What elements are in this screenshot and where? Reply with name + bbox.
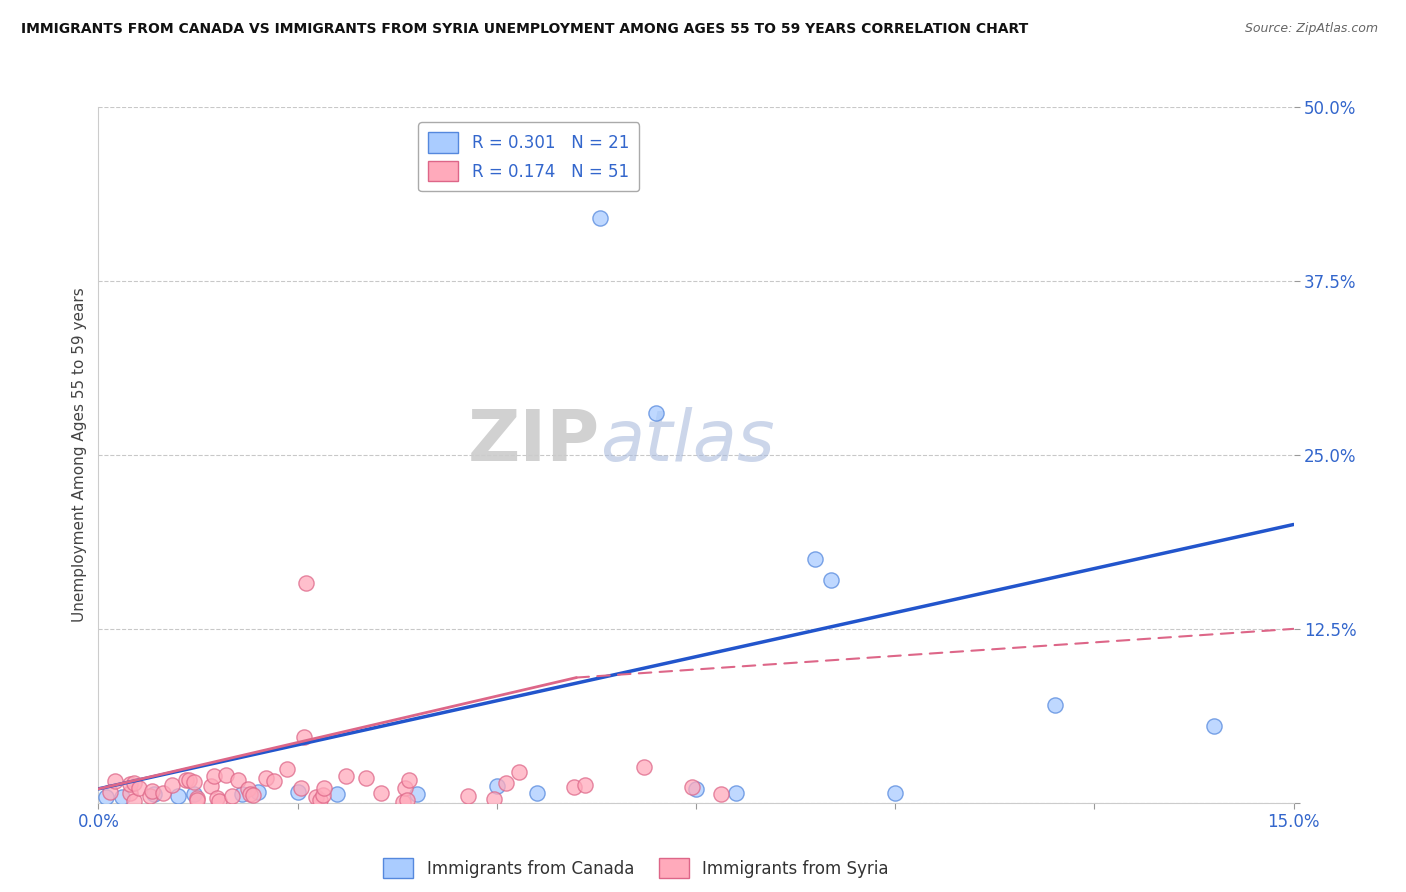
Point: [370, 786, 392, 800]
Point: [215, 768, 238, 782]
Point: [179, 772, 201, 787]
Point: [111, 790, 134, 805]
Text: Source: ZipAtlas.com: Source: ZipAtlas.com: [1244, 22, 1378, 36]
Point: [263, 773, 285, 788]
Point: [398, 773, 420, 788]
Point: [326, 788, 349, 802]
Point: [246, 785, 269, 799]
Point: [564, 780, 586, 794]
Point: [231, 788, 253, 802]
Point: [457, 789, 479, 803]
Point: [174, 773, 197, 788]
Legend: Immigrants from Canada, Immigrants from Syria: Immigrants from Canada, Immigrants from …: [377, 851, 896, 885]
Point: [200, 779, 222, 793]
Point: [287, 785, 309, 799]
Point: [1043, 698, 1066, 713]
Point: [186, 791, 208, 805]
Point: [104, 773, 127, 788]
Y-axis label: Unemployment Among Ages 55 to 59 years: Unemployment Among Ages 55 to 59 years: [72, 287, 87, 623]
Point: [122, 775, 145, 789]
Point: [122, 794, 145, 808]
Point: [276, 762, 298, 776]
Point: [574, 779, 596, 793]
Point: [118, 786, 141, 800]
Point: [98, 785, 121, 799]
Point: [128, 780, 150, 795]
Point: [183, 775, 205, 789]
Point: [633, 760, 655, 774]
Point: [167, 789, 190, 803]
Point: [395, 793, 418, 807]
Point: [186, 793, 208, 807]
Point: [242, 789, 264, 803]
Point: [335, 769, 357, 783]
Point: [294, 576, 316, 591]
Point: [312, 788, 335, 802]
Point: [354, 771, 377, 785]
Point: [392, 795, 415, 809]
Point: [724, 786, 747, 800]
Point: [96, 790, 118, 805]
Point: [226, 773, 249, 788]
Point: [308, 793, 330, 807]
Point: [139, 789, 162, 803]
Point: [183, 788, 205, 802]
Point: [406, 788, 429, 802]
Point: [820, 573, 842, 587]
Point: [294, 731, 316, 745]
Point: [143, 788, 166, 802]
Point: [202, 769, 225, 783]
Point: [290, 780, 312, 795]
Point: [141, 784, 163, 798]
Point: [208, 794, 231, 808]
Point: [314, 781, 336, 796]
Point: [221, 789, 243, 804]
Text: ZIP: ZIP: [468, 407, 600, 475]
Point: [236, 782, 259, 797]
Point: [685, 781, 707, 796]
Point: [394, 780, 416, 795]
Point: [1202, 719, 1225, 733]
Text: IMMIGRANTS FROM CANADA VS IMMIGRANTS FROM SYRIA UNEMPLOYMENT AMONG AGES 55 TO 59: IMMIGRANTS FROM CANADA VS IMMIGRANTS FRO…: [21, 22, 1028, 37]
Point: [152, 786, 174, 800]
Point: [682, 780, 704, 794]
Point: [645, 406, 668, 420]
Point: [254, 771, 277, 785]
Point: [205, 790, 228, 805]
Point: [589, 211, 612, 226]
Point: [710, 788, 733, 802]
Point: [305, 789, 328, 804]
Point: [118, 777, 141, 791]
Point: [485, 779, 508, 793]
Point: [526, 786, 548, 800]
Point: [239, 787, 262, 801]
Point: [495, 776, 517, 790]
Point: [884, 786, 907, 800]
Point: [804, 552, 827, 566]
Point: [508, 765, 530, 780]
Point: [484, 792, 506, 806]
Text: atlas: atlas: [600, 407, 775, 475]
Point: [160, 778, 183, 792]
